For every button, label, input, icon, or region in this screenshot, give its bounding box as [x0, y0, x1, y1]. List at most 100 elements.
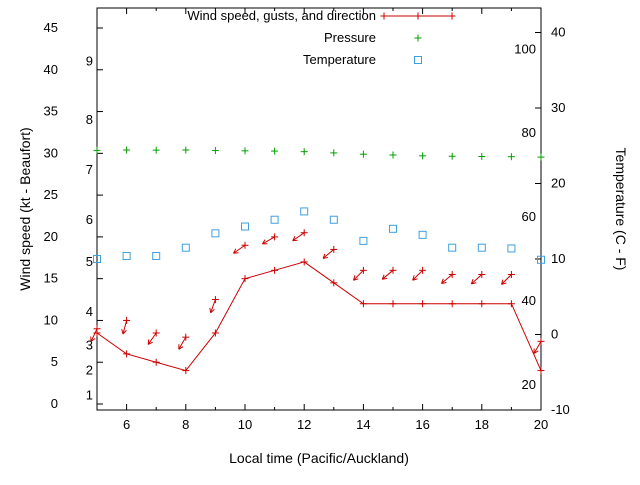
- y-right-tick-label: 40: [551, 25, 565, 40]
- fahrenheit-scale-label: 20: [522, 377, 536, 392]
- y-right-tick-label: 10: [551, 251, 565, 266]
- pressure-point: [212, 147, 219, 154]
- legend-plus-sample: [415, 35, 422, 42]
- temperature-point: [330, 216, 337, 223]
- series-temperature: [94, 208, 545, 263]
- arrow-head: [148, 339, 149, 344]
- beaufort-scale-label: 9: [86, 53, 93, 68]
- legend-plus-sample: [449, 13, 456, 20]
- wind-speed-point: [123, 350, 130, 357]
- pressure-point: [301, 148, 308, 155]
- temperature-point: [478, 244, 485, 251]
- temperature-point: [419, 231, 426, 238]
- wind-direction-arrow: [323, 249, 334, 258]
- wind-direction-arrow: [293, 233, 304, 241]
- pressure-point: [390, 152, 397, 159]
- wind-speed-point: [153, 359, 160, 366]
- x-tick-label: 14: [356, 417, 370, 432]
- x-tick-label: 12: [297, 417, 311, 432]
- series-wind: [94, 258, 545, 374]
- wind-speed-point: [508, 300, 515, 307]
- temperature-point: [271, 216, 278, 223]
- y-left-tick-label: 0: [51, 396, 58, 411]
- temperature-point: [182, 244, 189, 251]
- x-tick-label: 8: [182, 417, 189, 432]
- arrow-shaft: [413, 270, 423, 280]
- series-gusts: [91, 229, 545, 353]
- legend-square-sample: [415, 57, 422, 64]
- wind-speed-point: [330, 279, 337, 286]
- y-left-axis-title: Wind speed (kt - Beaufort): [17, 127, 33, 290]
- beaufort-scale-label: 4: [86, 304, 93, 319]
- pressure-point: [153, 147, 160, 154]
- y-left-tick-label: 35: [44, 104, 58, 119]
- y-right-axis-title: Temperature (C - F): [613, 148, 629, 271]
- y-left-tick-label: 20: [44, 229, 58, 244]
- pressure-point: [360, 151, 367, 158]
- y-right-tick-label: 0: [551, 327, 558, 342]
- pressure-point: [271, 148, 278, 155]
- pressure-point: [330, 149, 337, 156]
- x-tick-label: 18: [475, 417, 489, 432]
- temperature-point: [123, 252, 130, 259]
- fahrenheit-scale-label: 60: [522, 209, 536, 224]
- y-right-tick-label: 20: [551, 176, 565, 191]
- arrow-head: [210, 308, 211, 313]
- arrow-shaft: [502, 274, 512, 284]
- wind-speed-point: [301, 258, 308, 265]
- beaufort-scale-label: 2: [86, 363, 93, 378]
- arrow-shaft: [354, 270, 364, 280]
- pressure-point: [508, 153, 515, 160]
- wind-direction-arrow: [471, 274, 481, 283]
- y-left-tick-label: 15: [44, 271, 58, 286]
- pressure-point: [123, 146, 130, 153]
- temperature-point: [301, 208, 308, 215]
- pressure-point: [419, 152, 426, 159]
- wind-speed-point: [449, 300, 456, 307]
- fahrenheit-scale-label: 100: [514, 41, 536, 56]
- beaufort-scale-label: 7: [86, 162, 93, 177]
- wind-speed-point: [390, 300, 397, 307]
- axes: [97, 8, 541, 410]
- wind-direction-arrow: [122, 320, 127, 334]
- legend-plus-sample: [415, 13, 422, 20]
- fahrenheit-scale-label: 40: [522, 293, 536, 308]
- wind-direction-arrow: [354, 270, 364, 280]
- ticks: [97, 8, 541, 410]
- y-right-tick-label: 30: [551, 100, 565, 115]
- y-right-tick-label: -10: [551, 402, 570, 417]
- wind-direction-arrow: [382, 270, 393, 279]
- temperature-point: [390, 225, 397, 232]
- legend: Wind speed, gusts, and direction Pressure…: [187, 8, 455, 67]
- y-left-tick-label: 25: [44, 187, 58, 202]
- temperature-point: [508, 245, 515, 252]
- wind-direction-arrow: [179, 337, 186, 349]
- wind-speed-point: [419, 300, 426, 307]
- beaufort-scale-label: 5: [86, 254, 93, 269]
- legend-label: Wind speed, gusts, and direction: [187, 8, 376, 23]
- y-left-tick-label: 30: [44, 145, 58, 160]
- wind-direction-arrow: [262, 237, 274, 244]
- wind-speed-point: [538, 367, 545, 374]
- y-left-tick-label: 40: [44, 62, 58, 77]
- beaufort-scale-label: 8: [86, 112, 93, 127]
- fahrenheit-scale-label: 80: [522, 125, 536, 140]
- wind-direction-arrow: [210, 300, 216, 313]
- wind-direction-arrow: [148, 333, 156, 344]
- pressure-point: [449, 153, 456, 160]
- legend-label: Temperature: [303, 52, 376, 67]
- temperature-point: [212, 230, 219, 237]
- pressure-point: [182, 146, 189, 153]
- legend-label: Pressure: [324, 30, 376, 45]
- pressure-point: [242, 147, 249, 154]
- wind-speed-point: [478, 300, 485, 307]
- y-left-tick-label: 10: [44, 312, 58, 327]
- x-tick-label: 6: [123, 417, 130, 432]
- temperature-point: [360, 237, 367, 244]
- temperature-point: [449, 244, 456, 251]
- pressure-point: [478, 153, 485, 160]
